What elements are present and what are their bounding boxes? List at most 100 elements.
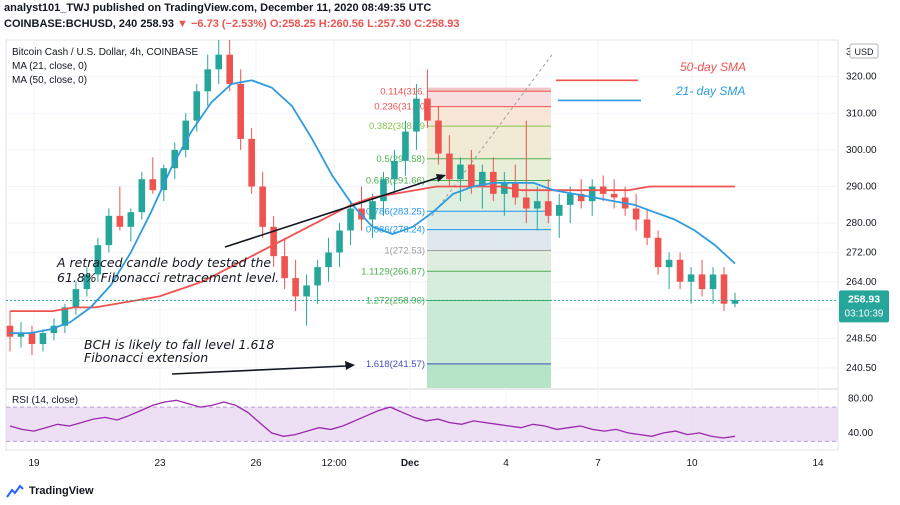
candle-body — [424, 98, 431, 121]
candle-body — [94, 245, 102, 275]
fib-zone — [427, 91, 551, 107]
candle-body — [171, 149, 179, 169]
candle-body — [588, 186, 596, 202]
annotation-arrowhead-extension — [345, 361, 355, 370]
x-tick-label: 12:00 — [321, 458, 346, 469]
candle-body — [325, 252, 332, 268]
fib-zone — [427, 250, 551, 272]
annotation-arrow-retrace — [224, 176, 441, 248]
candle-body — [457, 164, 464, 180]
candle-body — [555, 204, 563, 216]
annotation-retrace-line2: 61.8% Fibonacci retracement level. — [57, 270, 279, 285]
fib-zone — [427, 211, 551, 230]
chart-header: analyst101_TWJ published on TradingView.… — [0, 0, 900, 40]
fib-zone — [427, 363, 551, 388]
y-tick-label: 280.00 — [846, 218, 877, 229]
fib-level-label: 0.886(278.24) — [366, 225, 425, 236]
candle-body — [193, 91, 201, 121]
fib-level-label: 0.5(297.58) — [376, 154, 425, 165]
annotation-21sma: 21- day SMA — [675, 84, 745, 98]
x-tick-label: 19 — [28, 458, 40, 469]
rsi-band — [6, 407, 838, 442]
candle-body — [259, 186, 266, 227]
y-tick-label: 300.00 — [846, 145, 877, 156]
fib-level-label: 0.236(31.80 — [374, 102, 425, 113]
fib-level-label: 0.114(316. — [380, 86, 425, 97]
sma21-line — [10, 79, 736, 335]
candle-body — [314, 267, 321, 286]
candle-body — [731, 300, 739, 304]
candle-body — [6, 325, 14, 337]
price-badge-countdown: 03:10:39 — [845, 308, 884, 319]
candle-body — [270, 226, 277, 257]
candle-body — [512, 182, 519, 198]
candle-body — [533, 201, 541, 209]
fib-level-label: 1.1129(266.87) — [361, 266, 425, 277]
fib-zone — [427, 300, 551, 364]
x-tick-label: 26 — [250, 458, 262, 469]
candle-body — [248, 138, 255, 187]
candle-body — [83, 274, 91, 290]
annotation-extension-line1: BCH is likely to fall level 1.618 — [84, 337, 274, 352]
candle-body — [28, 333, 36, 345]
price-chart[interactable]: 240.50248.50256.50264.00272.00280.00290.… — [0, 0, 900, 480]
candle-body — [479, 171, 486, 187]
candle-body — [369, 201, 376, 220]
candle-body — [149, 179, 157, 191]
candle-body — [720, 274, 728, 304]
candle-body — [402, 131, 409, 161]
symbol: COINBASE:BCHUSD, 240 — [4, 18, 138, 30]
candle-body — [632, 208, 640, 220]
y-tick-label: 272.00 — [846, 247, 877, 258]
candle-body — [127, 212, 135, 227]
fib-level-label: 1.618(241.57) — [366, 359, 425, 370]
x-tick-label: 4 — [503, 458, 509, 469]
tradingview-logo[interactable]: TradingView — [6, 484, 94, 498]
candle-body — [566, 193, 574, 205]
candle-body — [665, 259, 673, 268]
candle-body — [39, 333, 47, 345]
sma50-line — [10, 185, 735, 313]
candle-body — [347, 208, 354, 231]
y-tick-label: 290.00 — [846, 182, 877, 193]
y-tick-label: 310.00 — [846, 108, 877, 119]
fib-level-label: 0.382(308.49 — [369, 121, 425, 132]
candle-body — [50, 325, 58, 334]
candle-body — [468, 164, 475, 187]
candle-body — [182, 120, 190, 150]
x-tick-label: 23 — [154, 458, 166, 469]
candle-body — [643, 219, 651, 238]
fib-level-label: 1.272(258.90) — [366, 295, 425, 306]
candle-body — [676, 259, 684, 282]
fib-zone — [427, 87, 551, 92]
fib-level-label: 0.786(283.25) — [366, 206, 425, 217]
chart-frame — [5, 39, 839, 451]
last-price: 258.93 — [140, 18, 174, 30]
candle-body — [292, 278, 299, 297]
candle-body — [654, 237, 662, 268]
annotation-arrowhead-retrace — [436, 174, 446, 182]
y-tick-label: 240.50 — [846, 363, 877, 374]
price-badge-value: 258.93 — [848, 293, 880, 305]
candle-body — [709, 274, 717, 290]
candle-body — [105, 215, 113, 246]
symbol-line: COINBASE:BCHUSD, 240 258.93 ▼ −6.73 (−2.… — [4, 18, 459, 30]
x-tick-label: 10 — [686, 458, 698, 469]
candle-body — [116, 215, 124, 227]
currency-box — [849, 43, 879, 59]
brand-name: TradingView — [29, 485, 94, 497]
rsi-tick-label: 40.00 — [848, 428, 873, 439]
candle-body — [698, 274, 706, 290]
candle-body — [391, 160, 398, 180]
annotation-arrow-extension — [171, 365, 347, 375]
candle-body — [204, 69, 212, 92]
rsi-legend: RSI (14, close) — [12, 395, 78, 406]
ma21-legend: MA (21, close, 0) — [12, 61, 87, 72]
rsi-line — [9, 399, 736, 439]
tradingview-logo-icon — [6, 484, 24, 498]
y-tick-label: 248.50 — [846, 334, 877, 345]
candle-body — [577, 193, 585, 202]
fib-zone — [427, 126, 551, 159]
fib-level-label: 1(272.53) — [384, 246, 425, 257]
annotation-extension-line2: Fibonacci extension — [84, 350, 208, 365]
